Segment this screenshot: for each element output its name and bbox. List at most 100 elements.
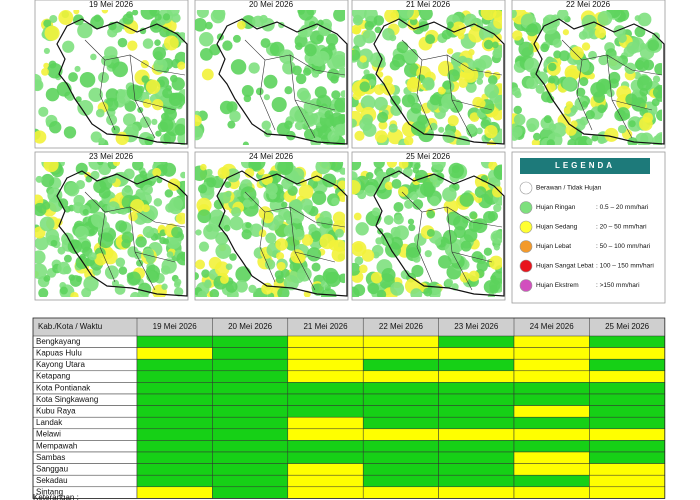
- rain-blob: [364, 184, 377, 197]
- legend-range: : 20 – 50 mm/hari: [596, 224, 647, 231]
- rain-blob: [224, 181, 232, 188]
- rain-blob: [512, 86, 521, 97]
- forecast-cell: [136, 474, 213, 488]
- rain-blob: [248, 284, 257, 294]
- rain-blob: [383, 75, 393, 86]
- rain-layer: [35, 10, 185, 145]
- legend-swatch: [519, 220, 533, 234]
- rain-blob: [388, 123, 398, 133]
- rain-blob: [483, 39, 494, 50]
- rain-blob: [79, 71, 96, 88]
- rain-blob: [198, 241, 210, 252]
- rain-blob: [540, 43, 550, 53]
- rain-blob: [122, 113, 136, 127]
- rain-blob: [41, 173, 55, 188]
- rain-blob: [390, 236, 403, 250]
- rain-blob: [468, 270, 480, 282]
- regency-borders: [84, 191, 186, 291]
- rain-blob: [438, 126, 445, 133]
- rain-blob: [275, 238, 288, 251]
- rain-blob: [463, 68, 475, 80]
- forecast-cell: [136, 428, 213, 441]
- rain-blob: [526, 77, 539, 90]
- rain-blob: [541, 18, 558, 35]
- rain-blob: [164, 107, 177, 121]
- rain-blob: [581, 14, 597, 31]
- rain-blob: [195, 272, 199, 281]
- rain-blob: [311, 262, 321, 272]
- rain-blob: [243, 94, 252, 103]
- rain-blob: [214, 261, 230, 277]
- rain-blob: [353, 243, 363, 252]
- rain-blob: [548, 77, 556, 84]
- rain-blob: [334, 124, 343, 132]
- row-name: Kota Pontianak: [36, 383, 91, 392]
- map-panel: 21 Mei 2026: [351, 0, 506, 149]
- rain-blob: [242, 141, 249, 145]
- forecast-cell: [136, 451, 213, 464]
- rain-blob: [43, 162, 59, 173]
- forecast-cell: [589, 486, 666, 499]
- rain-blob: [562, 76, 577, 91]
- rain-blob: [196, 10, 209, 19]
- rain-blob: [460, 240, 472, 252]
- rain-blob: [284, 120, 293, 130]
- rain-blob: [447, 94, 454, 101]
- rain-blob: [74, 65, 81, 72]
- rain-blob: [311, 230, 322, 241]
- rain-blob: [57, 246, 66, 255]
- rain-blob: [398, 10, 414, 19]
- rain-blob: [261, 120, 271, 130]
- rain-blob: [353, 34, 366, 48]
- rain-blob: [154, 13, 162, 21]
- rain-blob: [637, 12, 652, 27]
- table-header: 25 Mei 2026: [605, 322, 650, 331]
- forecast-cell: [362, 486, 439, 499]
- rain-blob: [276, 261, 286, 271]
- forecast-cell: [438, 335, 515, 348]
- legend-swatch: [519, 259, 533, 273]
- rain-blob: [532, 132, 541, 141]
- rain-blob: [107, 175, 116, 184]
- rain-blob: [552, 38, 562, 48]
- forecast-cell: [362, 393, 439, 406]
- rain-blob: [163, 35, 179, 51]
- rain-blob: [155, 130, 162, 137]
- rain-blob: [527, 23, 538, 33]
- map-date: 19 Mei 2026: [89, 0, 134, 9]
- rain-blob: [319, 210, 332, 224]
- forecast-cell: [438, 463, 515, 476]
- rain-blob: [262, 211, 274, 224]
- legend-title: LEGENDA: [555, 161, 615, 170]
- map-panel: 24 Mei 2026: [194, 151, 349, 301]
- forecast-cell: [212, 428, 289, 441]
- rain-layer: [195, 10, 345, 145]
- rain-blob: [311, 283, 325, 296]
- province-outline: [373, 18, 505, 145]
- rain-blob: [359, 264, 368, 274]
- rain-blob: [476, 78, 484, 85]
- rain-blob: [195, 259, 206, 270]
- legend-frame: [511, 151, 666, 304]
- rain-blob: [35, 79, 44, 92]
- forecast-cell: [438, 358, 515, 372]
- forecast-cell: [438, 405, 515, 418]
- rain-blob: [59, 286, 68, 295]
- rain-blob: [117, 37, 128, 48]
- rain-blob: [543, 115, 552, 124]
- rain-blob: [628, 120, 636, 128]
- rain-blob: [115, 220, 128, 232]
- map-date: 24 Mei 2026: [249, 152, 294, 161]
- rain-blob: [558, 50, 570, 62]
- forecast-cell: [212, 393, 289, 406]
- forecast-cell: [287, 335, 364, 348]
- rain-blob: [390, 104, 403, 116]
- regency-borders: [561, 39, 663, 139]
- forecast-cell: [438, 486, 515, 499]
- row-name: Kayong Utara: [36, 360, 85, 369]
- rain-blob: [150, 10, 158, 15]
- forecast-cell: [438, 474, 515, 488]
- rain-blob: [335, 228, 344, 238]
- rain-blob: [383, 215, 394, 225]
- rain-blob: [145, 253, 156, 264]
